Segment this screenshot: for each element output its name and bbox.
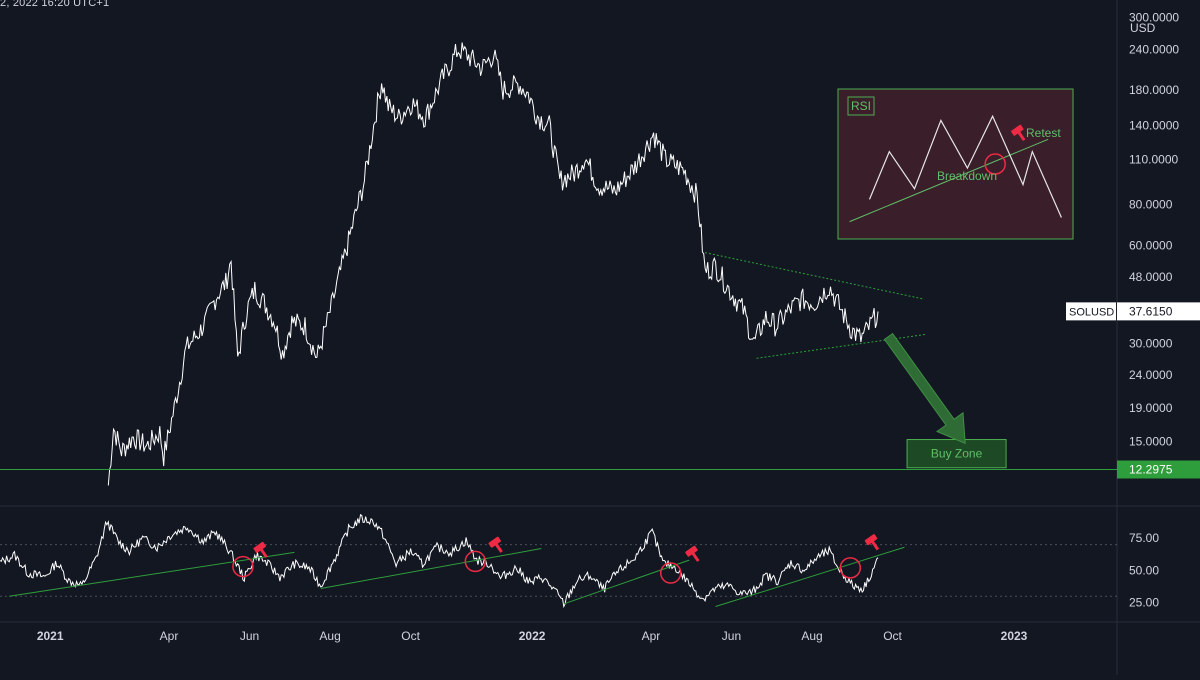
hammer-head <box>253 541 266 553</box>
symbol-tag: SOLUSD <box>1069 306 1114 318</box>
hammer-handle <box>870 539 880 551</box>
rsi-trendline <box>715 546 905 608</box>
rsi-inset-title: RSI <box>851 99 871 113</box>
price-tick-label: 24.0000 <box>1129 368 1173 382</box>
hammer-handle <box>494 542 503 553</box>
hammer-head <box>1011 124 1024 136</box>
time-tick-label: 2023 <box>1001 629 1028 643</box>
triangle-lower-line <box>756 333 927 359</box>
price-tick-label: 80.0000 <box>1129 198 1173 212</box>
hammer-handle <box>1016 130 1026 141</box>
time-tick-label: 2021 <box>37 629 64 643</box>
timestamp-label: 2, 2022 16:20 UTC+1 <box>0 0 110 9</box>
price-tick-label: 140.0000 <box>1129 118 1179 132</box>
retest-circle <box>232 555 254 578</box>
time-tick-label: Oct <box>401 629 420 643</box>
rsi-tick-label: 25.00 <box>1129 596 1159 610</box>
rsi-trendline <box>9 551 295 597</box>
rsi-tick-label: 75.00 <box>1129 531 1159 545</box>
buy-zone-label: Buy Zone <box>931 447 983 461</box>
retest-circle <box>659 562 682 584</box>
rsi-trendline <box>320 548 542 589</box>
time-tick-label: Apr <box>642 629 661 643</box>
time-tick-label: Jun <box>722 629 741 643</box>
price-series <box>107 42 879 486</box>
price-tick-label: 48.0000 <box>1129 270 1173 284</box>
rsi-inset-trendline <box>849 138 1049 223</box>
hammer-head <box>488 536 501 548</box>
hammer-head <box>864 534 878 546</box>
rsi-inset-breakdown-label: Breakdown <box>937 169 997 183</box>
support-label-box <box>1117 460 1200 479</box>
rsi-inset-series <box>868 114 1062 218</box>
retest-circle <box>839 557 862 579</box>
last-price-label: 37.6150 <box>1129 304 1173 318</box>
time-tick-label: Jun <box>240 629 259 643</box>
time-tick-label: Apr <box>160 629 179 643</box>
time-tick-label: Oct <box>883 629 902 643</box>
rsi-trendline <box>563 559 690 605</box>
rsi-inset-retest-label: Retest <box>1026 126 1061 140</box>
time-tick-label: 2022 <box>519 629 546 643</box>
down-arrow <box>883 332 966 445</box>
triangle-upper-line <box>704 252 925 300</box>
buy-zone-box <box>906 439 1007 469</box>
price-tick-label: 30.0000 <box>1129 336 1173 350</box>
time-tick-label: Aug <box>801 629 822 643</box>
hammer-icon <box>864 534 880 551</box>
support-label: 12.2975 <box>1129 462 1173 476</box>
rsi-inset-box <box>837 88 1074 240</box>
rsi-tick-label: 50.00 <box>1129 563 1159 577</box>
hammer-head <box>685 545 698 557</box>
price-tick-label: 180.0000 <box>1129 83 1179 97</box>
hammer-handle <box>690 551 700 562</box>
rsi-inset-circle <box>984 153 1006 175</box>
price-tick-label: 15.0000 <box>1129 434 1173 448</box>
price-tick-label: 240.0000 <box>1129 42 1179 56</box>
price-tick-label: 110.0000 <box>1129 153 1178 167</box>
price-tick-label: 300.0000 <box>1129 11 1179 25</box>
retest-circle <box>464 550 487 573</box>
hammer-icon <box>253 541 268 559</box>
price-tick-label: 19.0000 <box>1129 401 1173 415</box>
rsi-inset-title-box <box>847 96 875 116</box>
symbol-tag-box <box>1066 302 1116 321</box>
rsi-inset: RSI Breakdown Retest <box>837 88 1074 240</box>
rsi-series <box>0 513 879 609</box>
hammer-icon <box>685 545 700 562</box>
time-tick-label: Aug <box>319 629 340 643</box>
rsi-inset-hammer-icon <box>1011 124 1026 141</box>
price-axis-currency: USD <box>1130 21 1156 35</box>
price-tick-label: 60.0000 <box>1129 238 1173 252</box>
last-price-box <box>1117 302 1200 321</box>
hammer-handle <box>259 547 268 559</box>
hammer-icon <box>488 536 503 553</box>
